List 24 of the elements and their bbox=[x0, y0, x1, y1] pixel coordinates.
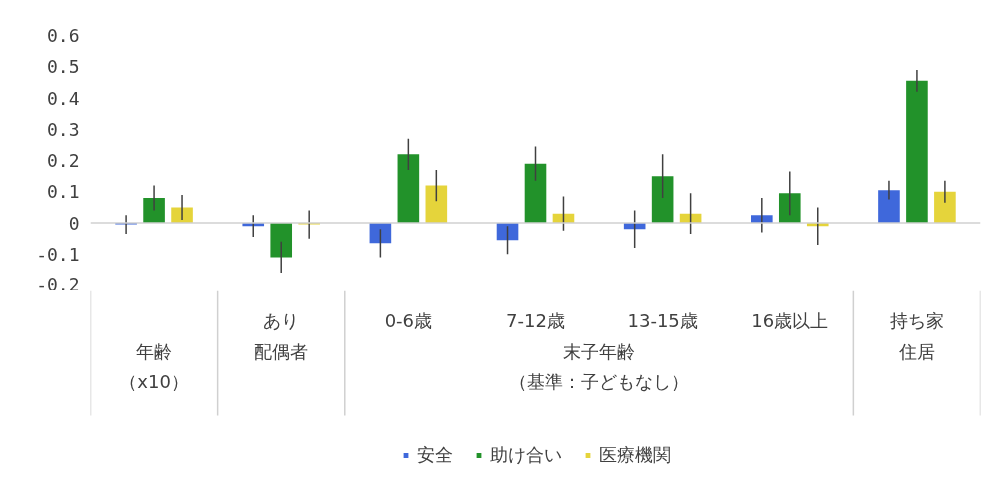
text: （x10） bbox=[119, 371, 189, 392]
x-tick-label: 0-6歳 bbox=[384, 310, 433, 331]
y-tick-label: -0.1 bbox=[36, 243, 80, 265]
legend-label: 医療機関 bbox=[598, 443, 671, 467]
x-tick-label: 16歳以上 bbox=[751, 310, 829, 331]
y-tick-label: 0.3 bbox=[46, 118, 80, 140]
y-tick-label: 0.1 bbox=[46, 181, 80, 203]
text: 末子年齢 bbox=[563, 341, 636, 362]
text: （基準：子どもなし） bbox=[509, 371, 690, 392]
x-tick-label: 7-12歳 bbox=[506, 310, 565, 331]
x-tick-label: 13-15歳 bbox=[627, 310, 698, 331]
y-tick-label: 0.2 bbox=[46, 150, 80, 171]
y-tick-label: 0.5 bbox=[46, 56, 80, 78]
text: 配偶者 bbox=[254, 341, 309, 362]
legend-label: 助け合い bbox=[489, 443, 562, 467]
text: 年齢 bbox=[136, 341, 173, 362]
text: 住居 bbox=[897, 341, 935, 362]
y-tick-label: -0.2 bbox=[36, 273, 80, 295]
x-tick-label: あり bbox=[263, 310, 300, 331]
legend-label: 安全 bbox=[416, 443, 453, 467]
x-tick-label: 持ち家 bbox=[889, 310, 944, 331]
y-tick-label: 0 bbox=[68, 212, 80, 234]
y-tick-label: 0.6 bbox=[46, 25, 80, 46]
y-tick-label: 0.4 bbox=[46, 87, 80, 109]
